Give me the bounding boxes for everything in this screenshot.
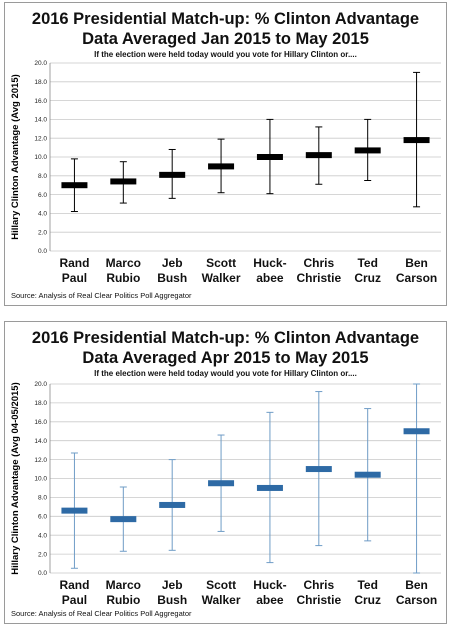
y-tick-label: 18.0 (34, 400, 47, 407)
category-label: Scott (206, 578, 236, 592)
category-label: Rubio (106, 593, 140, 607)
category-label: Jeb (162, 578, 183, 592)
y-axis-label: Hillary Clinton Advantage (Avg 2015) (10, 74, 21, 240)
category-label: Rubio (106, 271, 140, 285)
chart-title-line1: 2016 Presidential Match-up: % Clinton Ad… (31, 10, 420, 28)
y-tick-label: 20.0 (34, 60, 47, 67)
category-label: Chris (303, 256, 334, 270)
category-label: abee (256, 593, 284, 607)
chart-subtitle: If the election were held today would yo… (94, 369, 357, 378)
chart-title-line1: 2016 Presidential Match-up: % Clinton Ad… (31, 329, 420, 347)
category-label: Ben (405, 578, 428, 592)
chart-title-line2: Data Averaged Apr 2015 to May 2015 (82, 349, 369, 367)
y-tick-label: 14.0 (34, 438, 47, 445)
y-tick-label: 20.0 (34, 381, 47, 388)
category-label: Ted (357, 256, 377, 270)
category-label: Cruz (354, 271, 381, 285)
chart-plot-area: 0.0 2.0 4.0 6.0 8.0 10.0 12.0 14.0 16.0 18.0 20.0 H… (10, 60, 441, 285)
y-tick-label: 2.0 (38, 551, 47, 558)
category-label: Bush (157, 271, 187, 285)
category-label: abee (256, 271, 284, 285)
category-label: Bush (157, 593, 187, 607)
category-label: Christie (296, 593, 341, 607)
category-label: Paul (62, 593, 87, 607)
category-label: Rand (59, 578, 89, 592)
category-label: Ted (357, 578, 377, 592)
mean-marker (256, 484, 283, 491)
mean-marker (305, 466, 332, 473)
y-tick-label: 16.0 (34, 98, 47, 105)
chart-subtitle: If the election were held today would yo… (94, 50, 357, 59)
category-label: Walker (202, 271, 241, 285)
mean-marker (403, 137, 430, 144)
y-tick-label: 2.0 (38, 229, 47, 236)
mean-marker (208, 163, 235, 170)
category-label: Christie (296, 271, 341, 285)
y-tick-label: 8.0 (38, 173, 47, 180)
category-label: Walker (202, 593, 241, 607)
category-label: Paul (62, 271, 87, 285)
mean-marker (110, 516, 137, 523)
category-label: Carson (396, 271, 437, 285)
category-label: Scott (206, 256, 236, 270)
y-tick-label: 0.0 (38, 248, 47, 255)
y-tick-label: 6.0 (38, 192, 47, 199)
mean-marker (403, 428, 430, 435)
mean-marker (354, 471, 381, 478)
chart-plot-area: 0.0 2.0 4.0 6.0 8.0 10.0 12.0 14.0 16.0 18.0 20.0 H… (10, 381, 441, 607)
mean-marker (159, 501, 186, 508)
chart-title-line2: Data Averaged Jan 2015 to May 2015 (82, 30, 369, 48)
category-label: Carson (396, 593, 437, 607)
mean-marker (61, 507, 88, 514)
y-tick-label: 10.0 (34, 154, 47, 161)
mean-marker (208, 480, 235, 487)
category-label: Rand (59, 256, 89, 270)
y-tick-label: 8.0 (38, 495, 47, 502)
y-tick-label: 14.0 (34, 117, 47, 124)
category-label: Jeb (162, 256, 183, 270)
category-label: Huck- (253, 578, 286, 592)
mean-marker (305, 152, 332, 159)
chart-source: Source: Analysis of Real Clear Politics … (11, 609, 192, 618)
category-label: Huck- (253, 256, 286, 270)
category-label: Chris (303, 578, 334, 592)
y-tick-label: 10.0 (34, 476, 47, 483)
y-tick-label: 12.0 (34, 135, 47, 142)
y-tick-label: 6.0 (38, 514, 47, 521)
y-tick-label: 4.0 (38, 532, 47, 539)
mean-marker (61, 182, 88, 189)
category-label: Ben (405, 256, 428, 270)
mean-marker (159, 171, 186, 178)
category-label: Cruz (354, 593, 381, 607)
chart-panel-jan-may: 2016 Presidential Match-up: % Clinton Ad… (4, 2, 447, 306)
y-tick-label: 4.0 (38, 211, 47, 218)
y-tick-label: 18.0 (34, 79, 47, 86)
chart-panel-apr-may: 2016 Presidential Match-up: % Clinton Ad… (4, 321, 447, 624)
mean-marker (110, 178, 137, 185)
mean-marker (256, 154, 283, 160)
chart-source: Source: Analysis of Real Clear Politics … (11, 291, 192, 300)
category-label: Marco (106, 578, 141, 592)
y-axis-label: Hillary Clinton Advantage (Avg 04-05/201… (10, 382, 21, 575)
mean-marker (354, 147, 381, 154)
y-tick-label: 0.0 (38, 570, 47, 577)
category-label: Marco (106, 256, 141, 270)
y-tick-label: 12.0 (34, 457, 47, 464)
y-tick-label: 16.0 (34, 419, 47, 426)
